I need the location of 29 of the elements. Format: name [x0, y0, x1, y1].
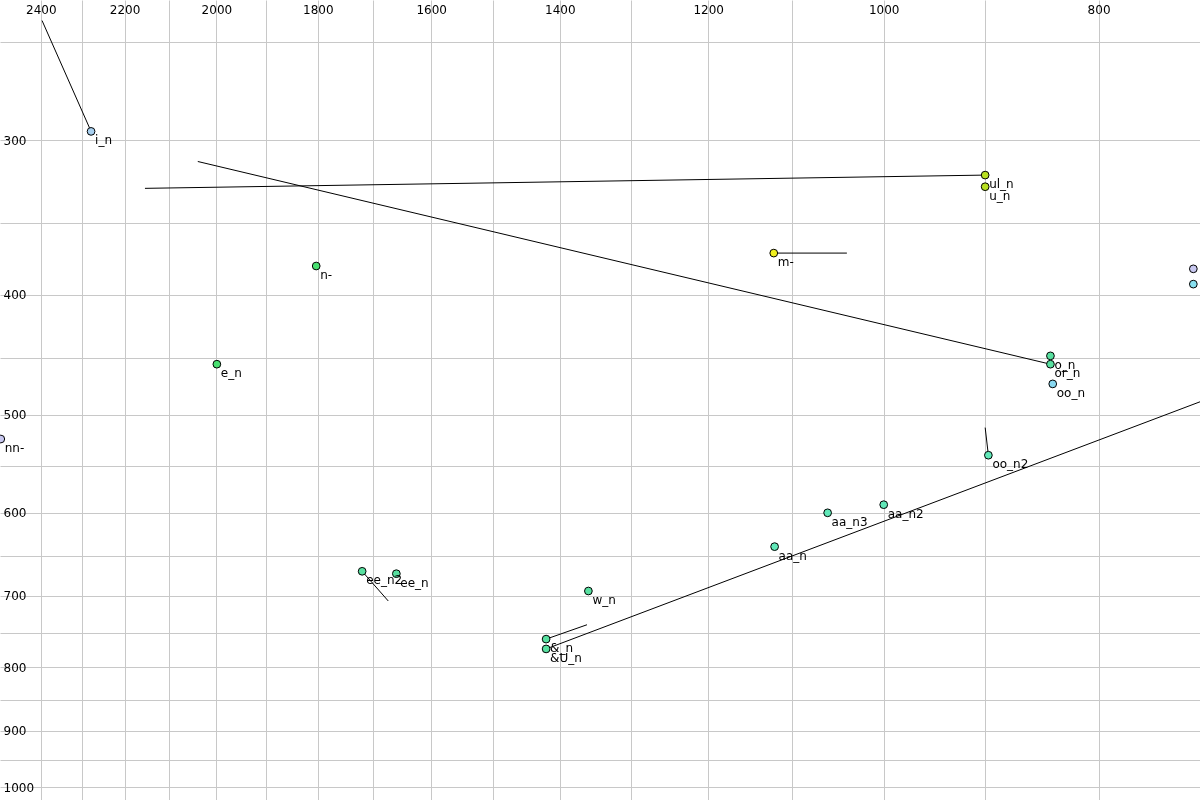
series-label: w_n: [592, 593, 616, 608]
y-tick-label: 400: [3, 288, 27, 303]
series-label: &_n: [550, 641, 574, 656]
y-tick-label: 900: [3, 724, 27, 739]
series-label: n-: [320, 268, 333, 282]
x-tick-label: 800: [1087, 2, 1111, 17]
y-tick-label: 300: [3, 133, 27, 148]
y-tick-label: 700: [3, 589, 27, 604]
series-label: o_n: [1054, 357, 1076, 372]
x-tick-label: 1000: [868, 2, 900, 17]
series-label: m-: [777, 255, 794, 270]
y-tick-label: 800: [3, 660, 27, 675]
x-tick-label: 2200: [109, 2, 141, 17]
y-tick-label: 1000: [3, 780, 35, 795]
series-label: oo_n: [1056, 385, 1086, 400]
series-label: oo_n2: [992, 457, 1029, 472]
series-label: aa_n3: [831, 514, 868, 529]
y-tick-label: 500: [3, 408, 27, 423]
series-label: i_n: [95, 133, 113, 148]
x-tick-label: 2400: [26, 2, 57, 17]
series-label: e_n: [220, 366, 242, 381]
x-tick-label: 1400: [545, 2, 576, 17]
x-tick-label: 1800: [303, 2, 334, 17]
x-tick-label: 2000: [201, 2, 233, 17]
y-tick-label: 600: [3, 506, 27, 521]
x-tick-label: 1600: [416, 2, 447, 17]
x-tick-label: 1200: [693, 2, 724, 17]
series-label: ee_n: [400, 575, 429, 590]
series-label: nn-: [4, 441, 25, 456]
